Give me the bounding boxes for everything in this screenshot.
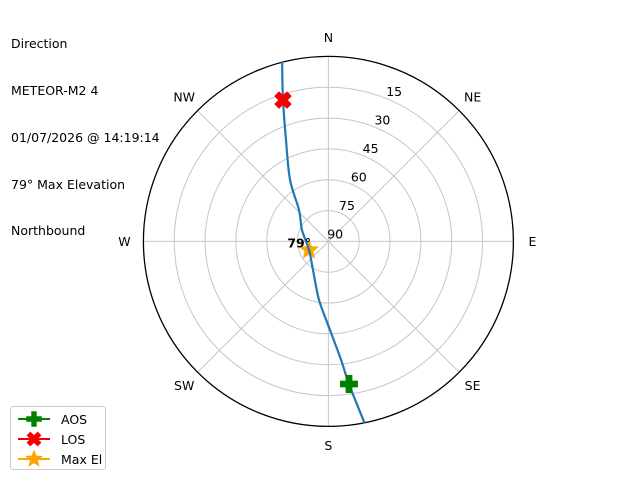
- legend: AOS LOS Max El: [10, 406, 106, 470]
- azimuth-spoke-sw: [197, 241, 329, 373]
- compass-label-ne: NE: [464, 90, 481, 105]
- legend-label-aos: AOS: [61, 411, 88, 427]
- pass-info-direction-line: Direction: [11, 36, 68, 52]
- elevation-tick-label-75: 75: [339, 198, 355, 213]
- compass-label-se: SE: [465, 378, 481, 393]
- legend-label-los: LOS: [61, 431, 86, 447]
- legend-item-los: LOS: [15, 429, 105, 449]
- legend-marker-plus: [26, 411, 42, 427]
- satellite-pass-track-line: [281, 61, 366, 424]
- legend-label-maxel: Max El: [61, 451, 103, 467]
- aos-plus-marker: [340, 375, 358, 393]
- pass-info-satellite-name: METEOR-M2 4: [11, 82, 99, 98]
- legend-item-aos: AOS: [15, 409, 105, 429]
- azimuth-spoke-se: [328, 241, 460, 373]
- legend-item-maxel: Max El: [15, 449, 105, 469]
- max-elevation-annotation: 79°: [287, 236, 311, 251]
- legend-marker-x: [26, 431, 42, 447]
- compass-label-s: S: [324, 438, 332, 453]
- compass-label-nw: NW: [173, 90, 195, 105]
- azimuth-spoke-ne: [328, 110, 460, 242]
- los-x-icon: [18, 431, 50, 447]
- compass-label-w: W: [118, 234, 130, 249]
- elevation-tick-label-45: 45: [363, 141, 379, 156]
- compass-label-e: E: [528, 234, 536, 249]
- legend-marker-star: [24, 449, 44, 467]
- azimuth-spoke-nw: [197, 110, 329, 242]
- pass-info-heading: Northbound: [11, 223, 86, 239]
- pass-info-datetime: 01/07/2026 @ 14:19:14: [11, 129, 160, 145]
- aos-plus-icon: [18, 411, 50, 427]
- compass-label-sw: SW: [174, 378, 194, 393]
- pass-info-max-elevation: 79° Max Elevation: [11, 176, 126, 192]
- elevation-tick-label-60: 60: [351, 170, 367, 185]
- max-el-star-icon: [18, 449, 50, 467]
- horizon-circle: [142, 55, 515, 428]
- compass-label-n: N: [324, 30, 333, 45]
- pass-info-block: Direction METEOR-M2 4 01/07/2026 @ 14:19…: [11, 5, 160, 255]
- elevation-tick-label-15: 15: [386, 84, 402, 99]
- elevation-tick-label-90: 90: [327, 227, 343, 242]
- elevation-tick-label-30: 30: [374, 113, 390, 128]
- los-x-marker: [274, 91, 292, 109]
